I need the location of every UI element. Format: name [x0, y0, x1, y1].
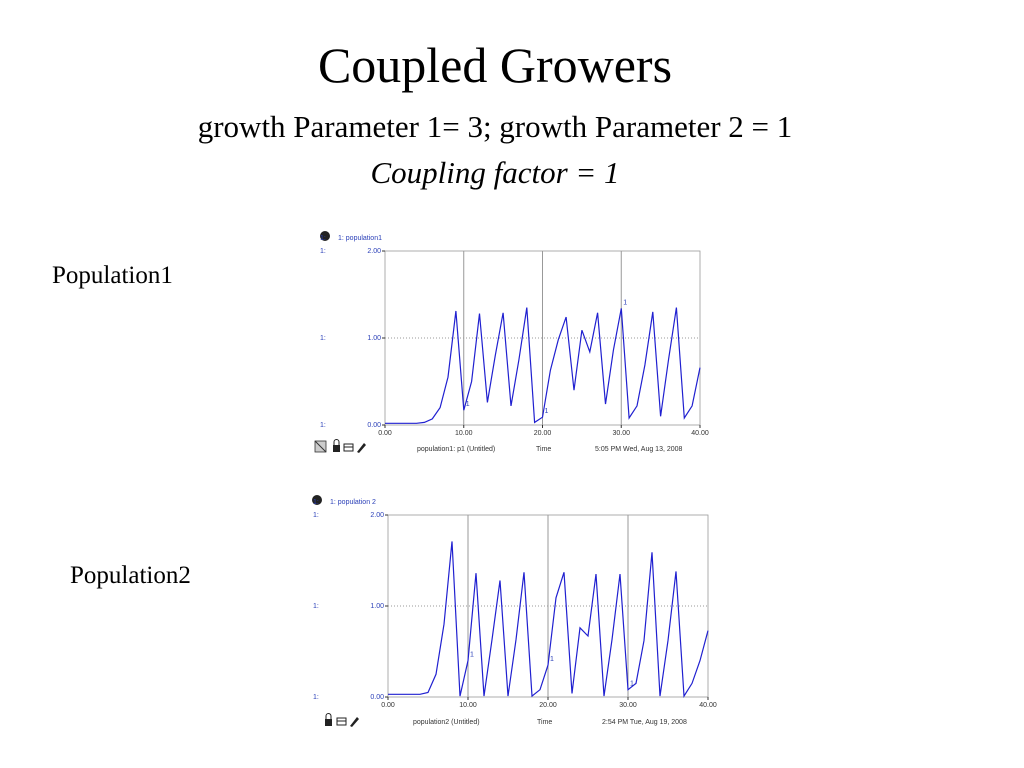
x-tick-label: 40.00: [699, 702, 717, 709]
x-axis-label: Time: [536, 446, 551, 453]
y-tick-label: 0.00: [367, 422, 381, 429]
series-marker: 1: [630, 681, 634, 688]
timestamp: 2:54 PM Tue, Aug 19, 2008: [602, 719, 687, 726]
axis-prefix: 1:: [313, 694, 319, 701]
x-axis-label: Time: [537, 719, 552, 726]
series-marker: 1: [466, 401, 470, 408]
data-line: [388, 541, 709, 698]
y-tick-label: 2.00: [367, 248, 381, 255]
x-tick-label: 20.00: [534, 430, 552, 437]
x-tick-label: 40.00: [691, 430, 709, 437]
axis-prefix: 1:: [313, 512, 319, 519]
axis-prefix: 1:: [320, 235, 326, 242]
x-tick-label: 10.00: [455, 430, 473, 437]
x-tick-label: 0.00: [378, 430, 392, 437]
footer-label: population2 (Untitled): [413, 719, 480, 726]
chart-label: Population2: [70, 562, 191, 589]
axis-prefix: 1:: [313, 603, 319, 610]
axis-prefix: 1:: [313, 499, 319, 506]
timestamp: 5:05 PM Wed, Aug 13, 2008: [595, 446, 683, 453]
x-tick-label: 0.00: [381, 702, 395, 709]
x-tick-label: 30.00: [612, 430, 630, 437]
series-marker: 1: [550, 656, 554, 663]
y-tick-label: 2.00: [370, 512, 384, 519]
axis-prefix: 1:: [320, 335, 326, 342]
y-tick-label: 1.00: [367, 335, 381, 342]
slide-title: Coupled Growers: [318, 37, 672, 93]
slide-note: Coupling factor = 1: [370, 155, 619, 190]
series-marker: 1: [470, 651, 474, 658]
footer-label: population1: p1 (Untitled): [417, 446, 495, 453]
legend-entry: 1: population1: [338, 235, 382, 242]
legend-entry: 1: population 2: [330, 499, 376, 506]
x-tick-label: 30.00: [619, 702, 637, 709]
data-line: [385, 307, 701, 424]
series-marker: 1: [545, 408, 549, 415]
slide-subtitle: growth Parameter 1= 3; growth Parameter …: [198, 109, 793, 144]
y-tick-label: 0.00: [370, 694, 384, 701]
x-tick-label: 10.00: [459, 702, 477, 709]
series-marker: 1: [623, 299, 627, 306]
chart-label: Population1: [52, 262, 173, 289]
y-tick-label: 1.00: [370, 603, 384, 610]
x-tick-label: 20.00: [539, 702, 557, 709]
axis-prefix: 1:: [320, 248, 326, 255]
axis-prefix: 1:: [320, 422, 326, 429]
toolbar-icons: [312, 231, 366, 727]
